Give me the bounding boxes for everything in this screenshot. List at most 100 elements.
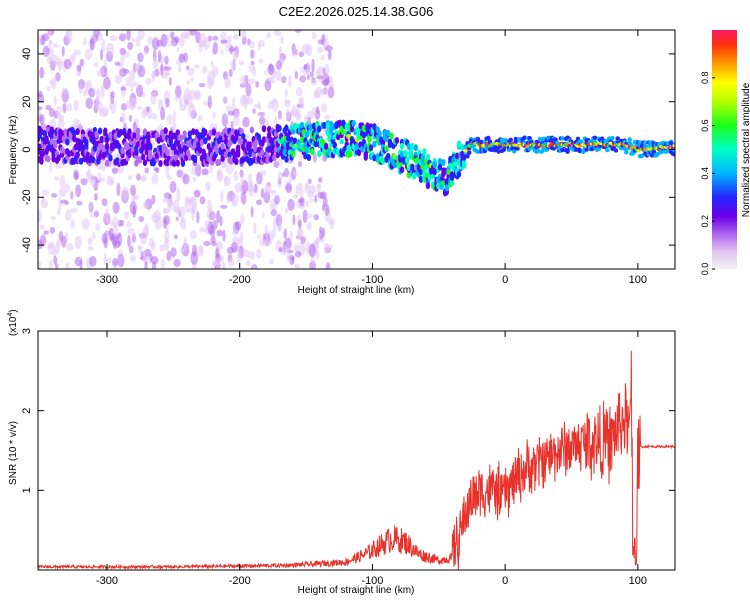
spectrogram-noise-cell (239, 231, 244, 244)
spectrogram-noise-cell (302, 209, 308, 224)
spectrogram-noise-cell (198, 82, 206, 88)
snr-plot-area (38, 350, 675, 570)
spectrogram-band-cell (605, 147, 610, 153)
spectrogram-band-cell (241, 132, 246, 140)
spectrogram-noise-cell (89, 255, 97, 267)
spectrogram-noise-cell (65, 262, 70, 269)
spectrogram-noise-cell (119, 219, 125, 227)
spectrogram-noise-cell (318, 226, 323, 234)
spectrogram-band-cell (380, 139, 386, 147)
spectrogram-band-cell (277, 124, 282, 132)
spectrogram-band-cell (522, 135, 527, 140)
figure-title: C2E2.2026.025.14.38.G06 (279, 4, 434, 19)
spectrogram-noise-cell (167, 174, 172, 181)
spectrogram-noise-cell (58, 188, 67, 197)
spectrogram-band-cell (92, 144, 98, 152)
spectrogram-band-cell (323, 142, 329, 150)
spectrogram-band-cell (120, 147, 125, 155)
spectrogram-noise-cell (87, 237, 93, 245)
spectrogram-band-cell (406, 143, 412, 151)
spectrogram-band-cell (229, 157, 234, 165)
spectrogram-noise-cell (66, 243, 74, 251)
spectrogram-band-cell (389, 132, 394, 140)
spectrogram-band-cell (101, 151, 106, 159)
spectrogram-noise-cell (100, 177, 106, 183)
spectrogram-noise-cell (147, 36, 154, 45)
spectrogram-noise-cell (178, 34, 185, 48)
spectrogram-noise-cell (61, 235, 67, 248)
spectrogram-noise-cell (101, 198, 108, 207)
spectrogram-noise-cell (76, 200, 83, 206)
spectrogram-noise-cell (269, 258, 274, 265)
spectrogram-band-cell (461, 153, 467, 161)
spectrogram-noise-cell (87, 246, 95, 251)
spectrogram-noise-cell (51, 76, 57, 90)
spectrogram-noise-cell (134, 63, 140, 71)
spectrogram-noise-cell (131, 97, 137, 109)
spectrogram-noise-cell (216, 241, 224, 251)
spectrogram-band-cell (82, 155, 87, 163)
spectrogram-band-cell (123, 132, 129, 140)
spectrogram-noise-cell (221, 261, 226, 269)
spectrogram-noise-cell (220, 39, 228, 44)
spectrogram-noise-cell (278, 219, 282, 232)
spectrogram-noise-cell (250, 60, 255, 66)
spectrogram-noise-cell (234, 221, 242, 231)
spectrogram-noise-cell (48, 162, 53, 173)
spectrogram-noise-cell (92, 231, 96, 240)
spectrogram-band-cell (386, 153, 391, 161)
spectrogram-noise-cell (152, 260, 157, 269)
spectrogram-noise-cell (159, 243, 165, 252)
spectrogram-band-cell (260, 149, 265, 157)
spectrogram-band-cell (227, 151, 232, 159)
snr-exponent-close: ) (8, 309, 19, 312)
spectrogram-noise-cell (141, 174, 148, 182)
spectrogram-band-cell (97, 127, 103, 135)
colorbar-gradient (712, 30, 737, 269)
spectrogram-noise-cell (166, 42, 174, 47)
spectrogram-noise-cell (130, 239, 134, 248)
spectrogram-noise-cell (255, 81, 260, 88)
spectrogram-noise-cell (212, 42, 219, 55)
spectrogram-noise-cell (163, 66, 172, 71)
spectrogram-band-cell (187, 130, 193, 138)
spectrogram-noise-cell (106, 42, 115, 56)
spectrogram-band-cell (141, 140, 146, 148)
colorbar-tick-label: 0.4 (700, 167, 710, 180)
snr-x-tick-label: -200 (229, 575, 251, 587)
spectrogram-noise-cell (151, 174, 159, 185)
spectrogram-noise-cell (137, 30, 145, 40)
spectrogram-noise-cell (186, 79, 191, 85)
spectrogram-noise-cell (239, 214, 245, 225)
spectrogram-band-cell (249, 157, 255, 165)
spectrogram-noise-cell (136, 173, 141, 181)
spectrogram-x-tick-label: -200 (229, 274, 251, 286)
spectrogram-band-cell (465, 154, 470, 159)
spectrogram-noise-cell (74, 256, 83, 267)
spectrogram-noise-cell (55, 105, 62, 117)
spectrogram-band-cell (84, 141, 89, 149)
spectrogram-band-cell (165, 149, 170, 157)
spectrogram-noise-cell (198, 44, 203, 52)
spectrogram-noise-cell (170, 247, 177, 258)
spectrogram-noise-cell (259, 116, 266, 126)
spectrogram-noise-cell (246, 181, 253, 192)
spectrogram-core-cell (384, 145, 389, 151)
spectrogram-band-cell (479, 139, 484, 145)
spectrogram-noise-cell (255, 248, 262, 259)
spectrogram-noise-cell (281, 76, 287, 84)
spectrogram-band-cell (216, 158, 222, 166)
spectrogram-band-cell (386, 129, 391, 137)
spectrogram-band-cell (329, 120, 334, 128)
spectrogram-band-cell (460, 143, 465, 151)
spectrogram-noise-cell (287, 198, 295, 211)
spectrogram-noise-cell (74, 235, 82, 250)
spectrogram-noise-cell (152, 57, 159, 70)
spectrogram-noise-cell (121, 186, 129, 200)
spectrogram-band-cell (313, 140, 318, 148)
spectrogram-noise-cell (82, 89, 88, 97)
spectrogram-noise-cell (58, 197, 62, 210)
spectrogram-band-cell (104, 159, 110, 167)
spectrogram-noise-cell (174, 95, 179, 102)
spectrogram-band-cell (156, 136, 161, 144)
